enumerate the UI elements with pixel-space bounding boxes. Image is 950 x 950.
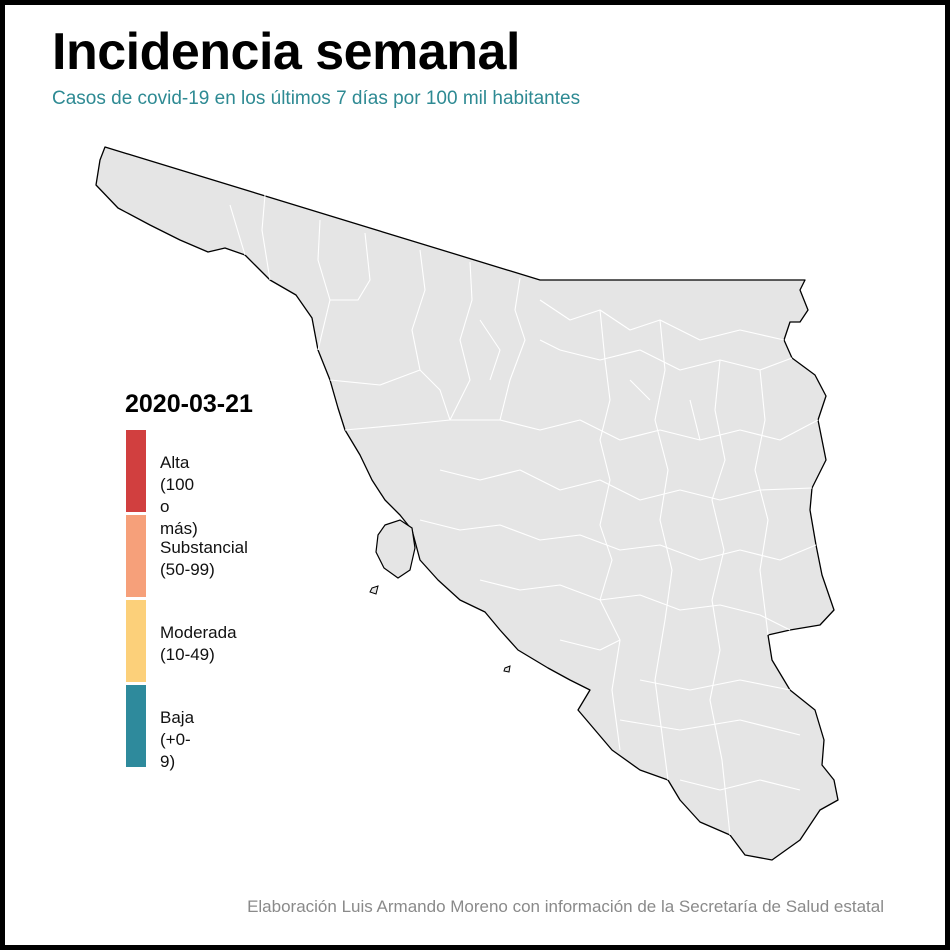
legend-range-moderada: (10-49) — [160, 645, 215, 664]
source-caption: Elaboración Luis Armando Moreno con info… — [247, 897, 884, 916]
legend-label-moderada: Moderada — [160, 623, 237, 642]
legend-label-substancial: Substancial — [160, 538, 248, 557]
legend-label-alta: Alta — [160, 453, 190, 472]
state-outline — [95, 146, 839, 861]
legend-swatch-baja — [126, 685, 146, 767]
municipal-borders — [229, 194, 819, 836]
island-tiburon — [375, 519, 416, 579]
page-subtitle: Casos de covid-19 en los últimos 7 días … — [52, 88, 581, 109]
page-title: Incidencia semanal — [52, 23, 520, 81]
legend-range-baja: (+0-9) — [160, 730, 191, 771]
legend-swatch-alta — [126, 430, 146, 512]
legend-range-alta: (100 o más) — [160, 475, 198, 538]
legend-range-substancial: (50-99) — [160, 560, 215, 579]
island-small-2 — [503, 665, 511, 673]
legend-swatch-substancial — [126, 515, 146, 597]
legend-swatch-moderada — [126, 600, 146, 682]
legend-date: 2020-03-21 — [125, 390, 253, 418]
legend-label-baja: Baja — [160, 708, 195, 727]
island-small-1 — [369, 585, 379, 595]
